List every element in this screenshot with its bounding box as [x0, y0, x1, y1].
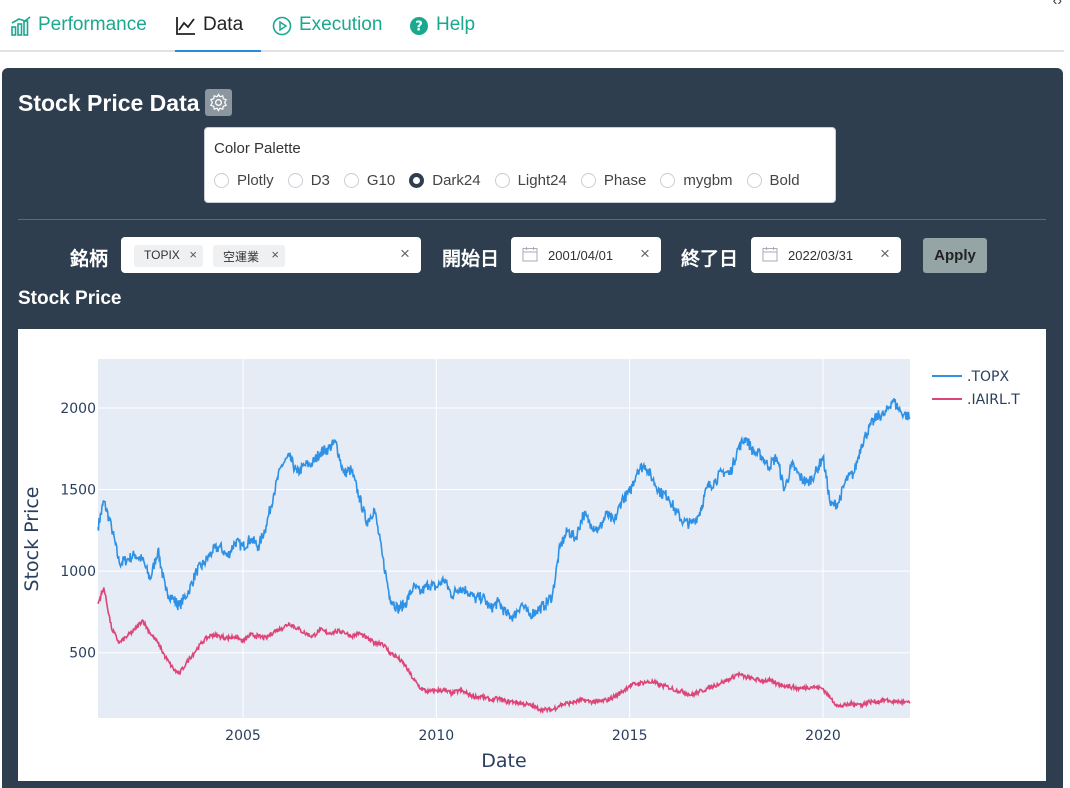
start-date-input[interactable]: 2001/04/01 ×	[511, 237, 661, 273]
tab-help-label: Help	[436, 14, 476, 35]
stock-price-panel: Stock Price Data Color Palette Plotly D3…	[2, 68, 1063, 788]
play-circle-icon	[272, 16, 292, 36]
plot-area	[98, 359, 910, 718]
series-line-iairl	[97, 587, 911, 715]
nav-tabs: Performance Data Execution ? Help	[0, 0, 1064, 52]
palette-option-dark24[interactable]: Dark24	[409, 172, 481, 189]
y-tick-label: 500	[69, 646, 96, 662]
legend-entry: .TOPX	[967, 369, 1009, 385]
radio-icon	[580, 173, 596, 188]
radio-icon	[746, 173, 762, 188]
bar-chart-icon	[11, 16, 31, 36]
ticker-multiselect[interactable]: TOPIX × 空運業 × ×	[121, 237, 421, 273]
palette-option-label: D3	[310, 172, 330, 189]
radio-icon	[494, 173, 510, 188]
palette-option-d3[interactable]: D3	[287, 172, 330, 189]
tab-execution-label: Execution	[299, 14, 383, 35]
ticker-chip: TOPIX ×	[134, 245, 203, 267]
palette-option-phase[interactable]: Phase	[580, 172, 647, 189]
palette-option-label: Dark24	[432, 172, 481, 189]
palette-option-label: Phase	[603, 172, 647, 189]
palette-option-g10[interactable]: G10	[343, 172, 396, 189]
settings-button[interactable]	[205, 89, 232, 116]
ticker-chip-label: 空運業	[223, 250, 260, 264]
series-lines	[97, 398, 911, 715]
palette-option-label: Light24	[517, 172, 567, 189]
start-date-label: 開始日	[442, 249, 500, 270]
palette-option-label: Bold	[769, 172, 800, 189]
x-tick-label: 2005	[225, 728, 261, 744]
radio-checked-icon	[409, 173, 425, 188]
divider	[18, 219, 1046, 220]
expand-icon[interactable]: ‹›	[1052, 0, 1062, 8]
y-tick-label: 2000	[60, 401, 96, 417]
palette-option-label: G10	[366, 172, 396, 189]
end-date-label: 終了日	[681, 249, 739, 270]
remove-chip-icon[interactable]: ×	[271, 247, 279, 262]
apply-button[interactable]: Apply	[923, 238, 987, 273]
radio-icon	[660, 173, 676, 188]
calendar-icon	[522, 247, 538, 262]
ticker-label: 銘柄	[70, 249, 109, 270]
axis-ticks: 2005 2010 2015 2020 500 1000 1500 2000	[60, 401, 840, 744]
end-date-value: 2022/03/31	[788, 248, 854, 263]
tab-performance[interactable]: Performance	[10, 14, 147, 52]
calendar-icon	[762, 247, 778, 262]
tab-data-label: Data	[203, 14, 244, 35]
palette-option-label: Plotly	[237, 172, 274, 189]
series-line-topx	[97, 398, 911, 622]
tab-performance-label: Performance	[38, 14, 147, 35]
palette-option-mygbm[interactable]: mygbm	[660, 172, 733, 189]
radio-icon	[287, 173, 303, 188]
ticker-chip: 空運業 ×	[213, 245, 285, 267]
legend-entry: .IAIRL.T	[967, 392, 1020, 408]
palette-option-light24[interactable]: Light24	[494, 172, 567, 189]
y-tick-label: 1000	[60, 564, 96, 580]
x-tick-label: 2015	[612, 728, 648, 744]
y-tick-label: 1500	[60, 483, 96, 499]
tab-execution[interactable]: Execution	[271, 14, 382, 52]
x-tick-label: 2020	[805, 728, 841, 744]
line-chart-icon	[176, 17, 195, 35]
svg-text:?: ?	[415, 20, 423, 35]
gear-icon	[210, 93, 227, 112]
clear-icon[interactable]: ×	[880, 244, 890, 263]
palette-option-bold[interactable]: Bold	[746, 172, 800, 189]
y-axis-label: Stock Price	[21, 487, 43, 592]
ticker-chip-label: TOPIX	[144, 248, 180, 262]
end-date-input[interactable]: 2022/03/31 ×	[751, 237, 901, 273]
radio-icon	[343, 173, 359, 188]
section-title: Stock Price	[18, 288, 122, 309]
gridlines	[98, 359, 910, 718]
palette-option-label: mygbm	[683, 172, 733, 189]
legend: .TOPX .IAIRL.T	[932, 369, 1020, 408]
tab-help[interactable]: ? Help	[408, 14, 475, 52]
start-date-value: 2001/04/01	[548, 248, 614, 263]
question-circle-icon: ?	[410, 17, 428, 35]
clear-icon[interactable]: ×	[640, 244, 650, 263]
color-palette-options: Plotly D3 G10 Dark24 Light24 Phase mygbm…	[214, 172, 814, 189]
chart-svg: 2005 2010 2015 2020 500 1000 1500 2000 Date Sto…	[21, 359, 1020, 772]
stock-price-chart: 2005 2010 2015 2020 500 1000 1500 2000 Date Sto…	[18, 329, 1046, 781]
x-axis-label: Date	[481, 750, 526, 772]
x-tick-label: 2010	[419, 728, 455, 744]
remove-chip-icon[interactable]: ×	[189, 247, 197, 262]
panel-title: Stock Price Data	[18, 90, 200, 116]
clear-icon[interactable]: ×	[400, 244, 410, 263]
palette-option-plotly[interactable]: Plotly	[214, 172, 274, 189]
tab-data[interactable]: Data	[175, 14, 261, 52]
radio-icon	[214, 173, 229, 188]
color-palette-popover: Color Palette Plotly D3 G10 Dark24 Light…	[204, 127, 836, 203]
color-palette-label: Color Palette	[214, 140, 301, 157]
